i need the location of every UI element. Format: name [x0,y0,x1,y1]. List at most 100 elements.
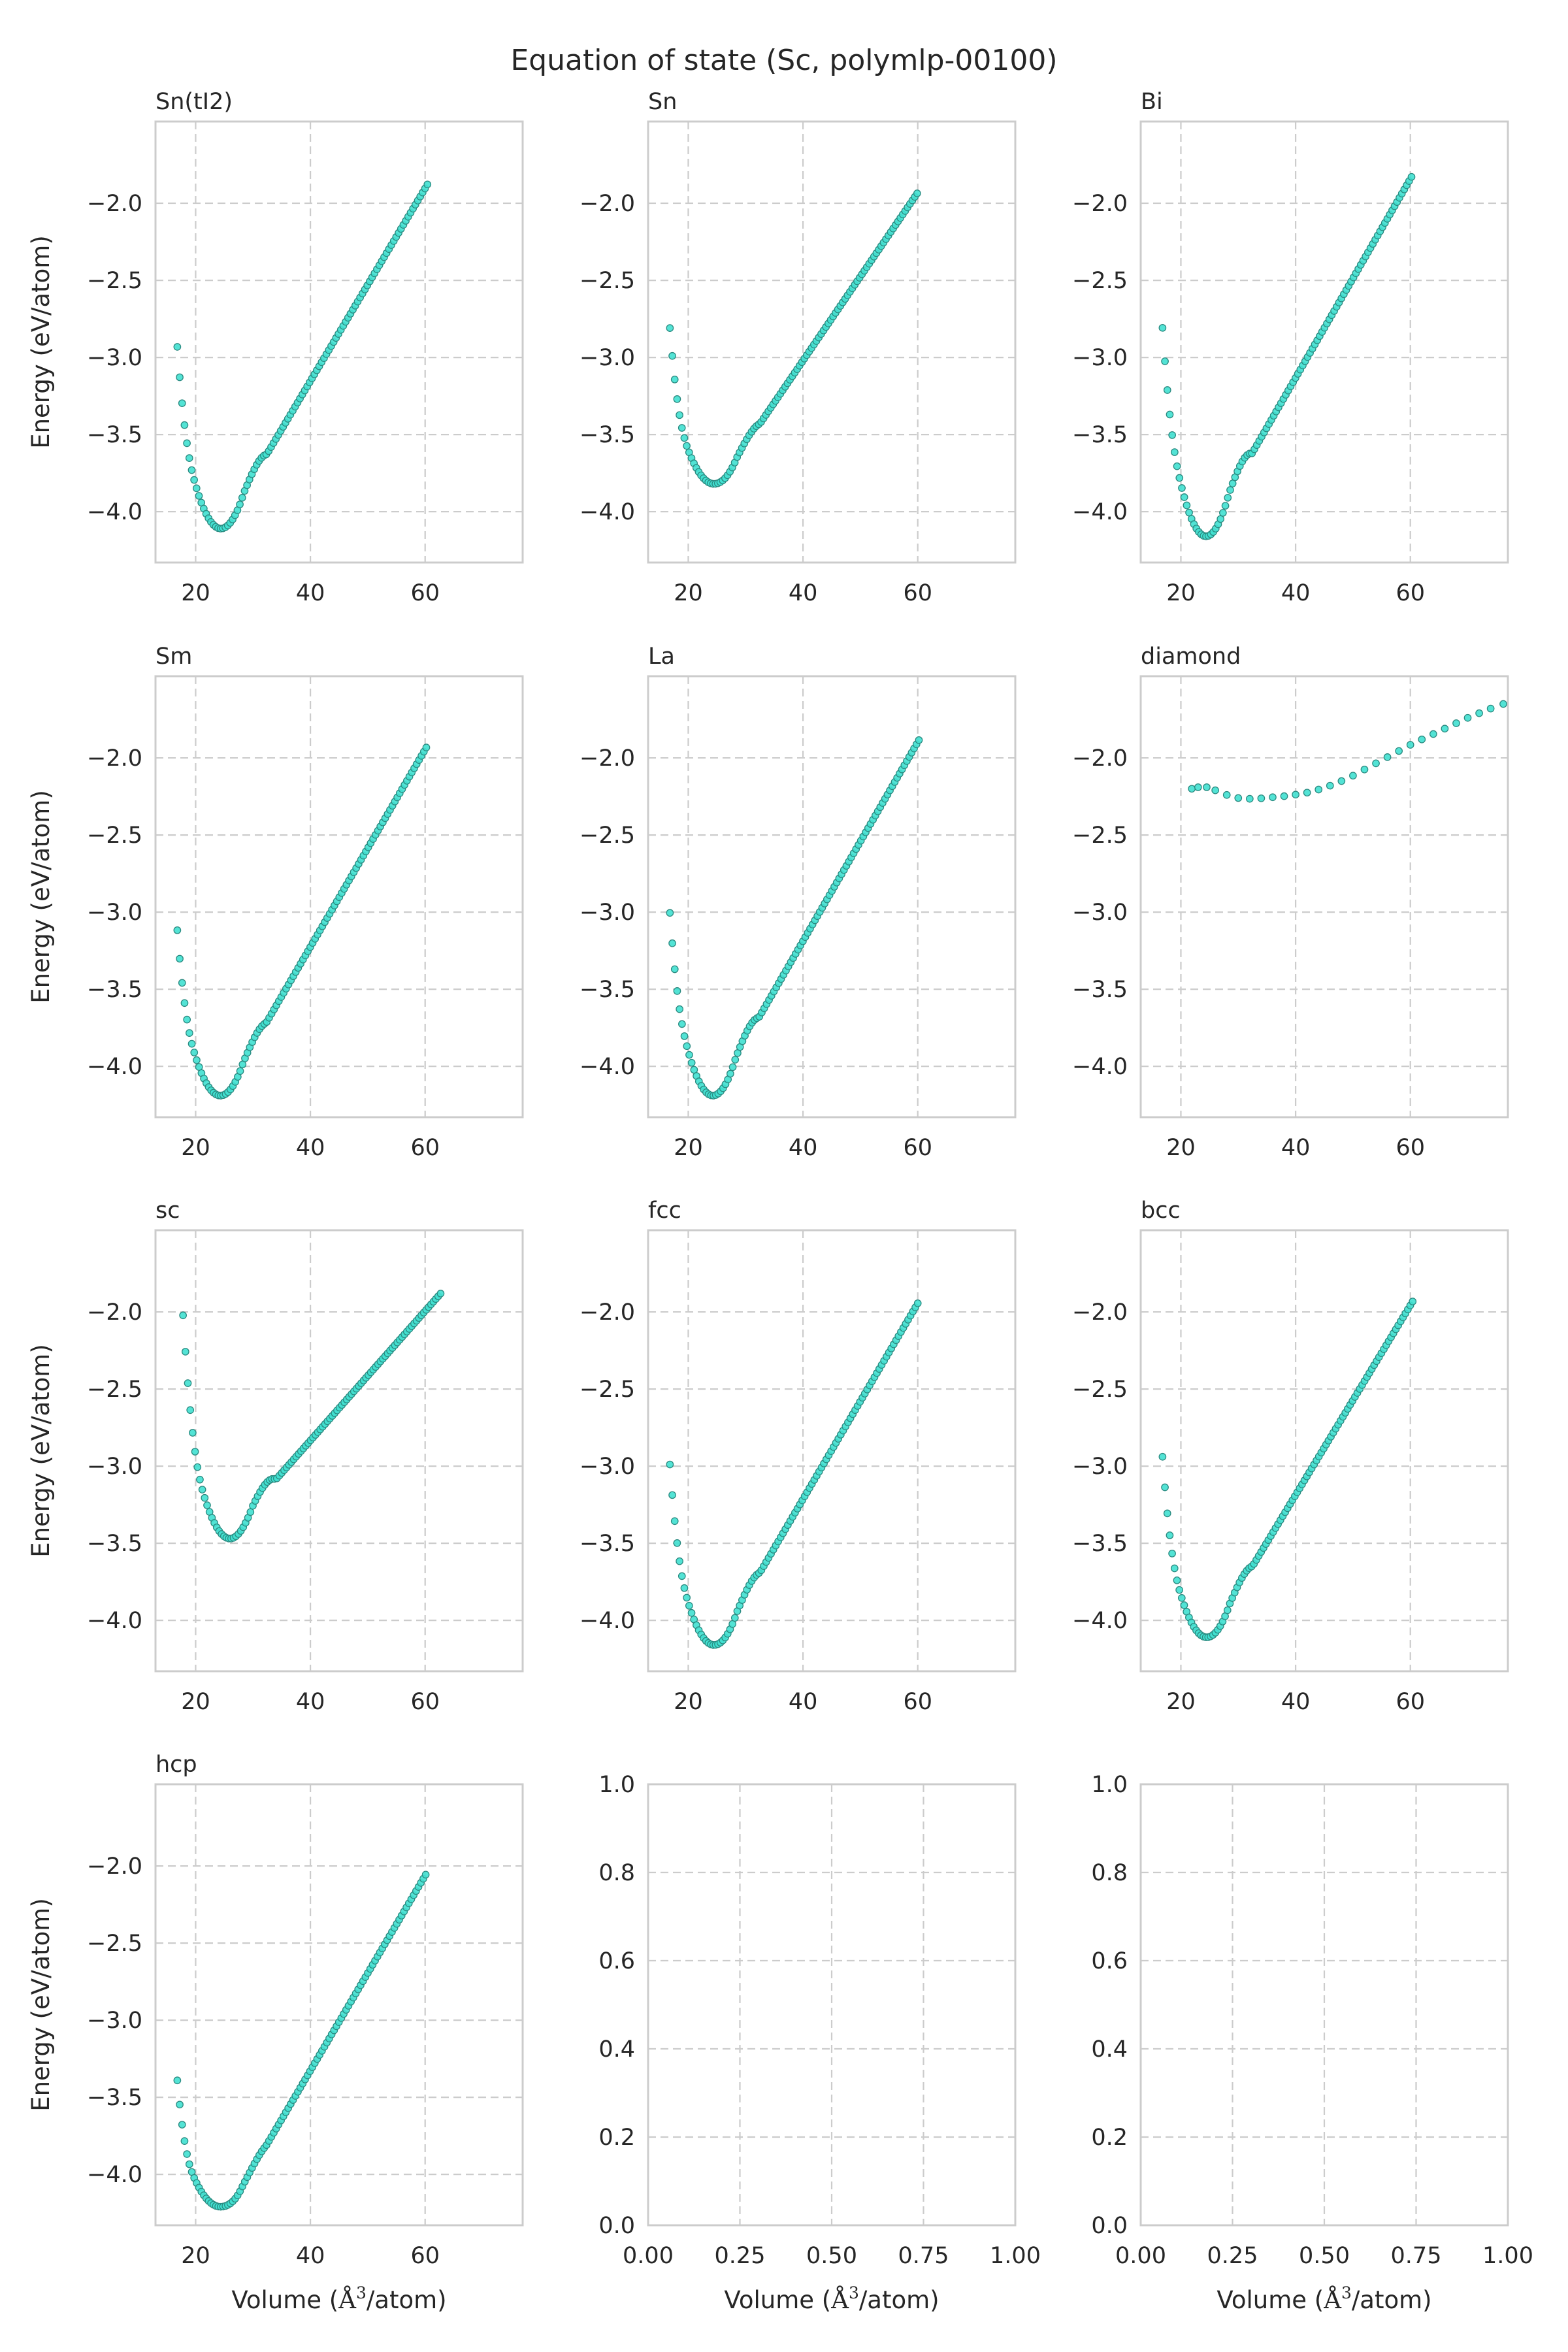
subplot-6: 20 40 60 −4.0 −3.5 −3.0 −2.5 −2.0 diamond [1072,644,1509,1161]
figure-title: Equation of state (Sc, polymlp-00100) [510,44,1057,77]
y-tick-label: 1.0 [598,1772,635,1798]
data-point [687,1058,696,1067]
y-tick-label: −2.5 [87,1377,142,1403]
subplot-5: 20 40 60 −4.0 −3.5 −3.0 −2.5 −2.0 La [580,644,1017,1161]
y-tick-label: −2.0 [87,1299,142,1326]
data-point [1429,730,1437,738]
data-point [193,1056,201,1064]
data-point [178,2121,186,2129]
data-point [1194,783,1202,791]
data-point [1158,1452,1167,1461]
x-tick-label: 20 [181,1135,210,1161]
x-tick-label: 0.00 [623,2243,674,2269]
x-tick-label: 60 [1396,580,1425,606]
y-tick-label: 0.4 [598,2036,635,2063]
data-point [183,439,191,448]
y-tick-label: −4.0 [580,1054,635,1080]
y-tick-label: −2.5 [580,823,635,849]
y-tick-label: −2.5 [1072,268,1128,294]
x-tick-label: 20 [1166,580,1196,606]
y-tick-label: −3.5 [87,1531,142,1557]
data-point [422,743,431,751]
data-point [1292,791,1299,799]
data-point [1203,783,1211,791]
y-tick-label: 0.4 [1091,2036,1128,2063]
data-point [685,1051,693,1059]
y-tick-label: −2.5 [1072,823,1128,849]
axes-frame [154,675,524,1119]
data-point [1173,462,1181,470]
data-point [1407,172,1416,181]
x-tick-label: 20 [181,580,210,606]
x-tick-label: 60 [410,1689,440,1715]
x-tick-label: 20 [181,2243,210,2269]
y-tick-label: −3.5 [580,422,635,448]
x-axis-label: Volume (Å3/atom) [231,2283,446,2314]
data-point [186,1406,195,1414]
x-tick-label: 20 [674,1689,703,1715]
data-point [190,476,198,484]
data-point [1441,725,1449,733]
data-series [666,189,921,488]
x-axis-labels: Volume (Å3/atom) Volume (Å3/atom) Volume (… [231,2283,1431,2314]
data-point [1170,1564,1179,1573]
y-tick-label: −2.5 [87,268,142,294]
x-tick-label: 60 [1396,1689,1425,1715]
subplot-title: hcp [155,1752,197,1778]
data-point [670,965,679,973]
data-series [173,180,432,532]
data-point [1315,785,1323,794]
data-point [201,1494,209,1502]
data-point [1166,1531,1174,1539]
y-tick-label: −3.0 [580,345,635,371]
x-tick-label: 20 [674,580,703,606]
data-point [913,1299,922,1307]
y-tick-label: −4.0 [1072,1054,1128,1080]
y-tick-label: −4.0 [1072,1608,1128,1634]
data-point [1234,794,1243,802]
data-series [173,1870,430,2211]
y-tick-label: −2.0 [580,1299,635,1326]
data-point [1221,502,1230,510]
y-tick-label: 0.8 [598,1860,635,1886]
data-point [180,2137,189,2145]
data-point [1326,781,1334,790]
data-point [676,1557,683,1565]
data-point [236,500,244,508]
y-tick-label: −3.5 [87,977,142,1003]
y-tick-label: −2.0 [87,745,142,772]
data-point [673,987,681,995]
x-tick-label: 20 [1166,1135,1196,1161]
data-point [1161,357,1169,365]
subplot-title: Sn [648,89,677,115]
y-tick-label: −4.0 [87,1054,142,1080]
subplot-9: 20 40 60 −4.0 −3.5 −3.0 −2.5 −2.0 bcc [1072,1198,1509,1715]
y-tick-label: −3.5 [87,422,142,448]
data-point [1175,474,1184,482]
y-tick-label: −2.5 [580,268,635,294]
x-tick-label: 60 [903,1135,932,1161]
y-tick-label: −2.0 [87,1854,142,1880]
y-tick-label: −2.0 [87,191,142,217]
x-tick-label: 40 [789,580,818,606]
y-tick-label: −2.0 [580,191,635,217]
data-point [683,1042,691,1051]
axes-frame [154,1229,524,1673]
axes-frame [154,1783,524,2227]
data-point [1226,486,1234,494]
y-tick-label: −2.5 [87,1931,142,1957]
x-tick-label: 1.00 [990,2243,1041,2269]
y-tick-label: 0.2 [1091,2125,1128,2151]
data-point [1418,735,1426,743]
data-point [1383,753,1392,761]
y-tick-label: −2.0 [580,745,635,772]
axes-frame [647,120,1017,564]
subplot-title: Bi [1141,89,1163,115]
data-point [1175,1586,1183,1594]
data-point [1280,792,1288,800]
data-point [173,2076,182,2085]
x-tick-label: 40 [1281,1135,1311,1161]
data-point [1222,791,1231,799]
data-point [1177,1594,1186,1602]
subplot-title: fcc [648,1198,681,1224]
